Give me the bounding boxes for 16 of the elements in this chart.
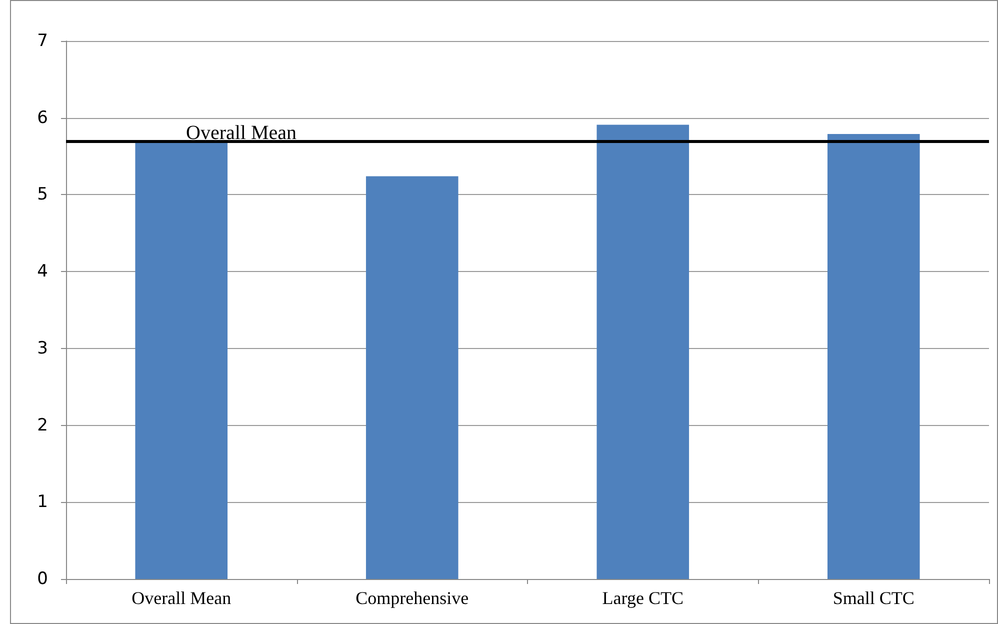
y-tick-label: 5 [37, 184, 48, 205]
bar [827, 134, 920, 579]
x-tick-label: Overall Mean [132, 588, 232, 608]
y-tick-label: 0 [37, 569, 48, 589]
y-tick-label: 4 [37, 262, 48, 282]
x-tick-label: Small CTC [832, 588, 914, 608]
y-tick-label: 6 [37, 108, 48, 128]
y-tick-label: 7 [37, 31, 48, 51]
bar [366, 176, 458, 579]
ref-line-label: Overall Mean [186, 122, 297, 144]
y-tick-label: 1 [37, 492, 48, 512]
y-tick-label: 2 [37, 415, 48, 436]
x-tick-label: Large CTC [602, 588, 684, 608]
bar [596, 124, 690, 579]
x-tick-label: Comprehensive [356, 588, 469, 608]
y-tick-label: 3 [37, 338, 48, 358]
